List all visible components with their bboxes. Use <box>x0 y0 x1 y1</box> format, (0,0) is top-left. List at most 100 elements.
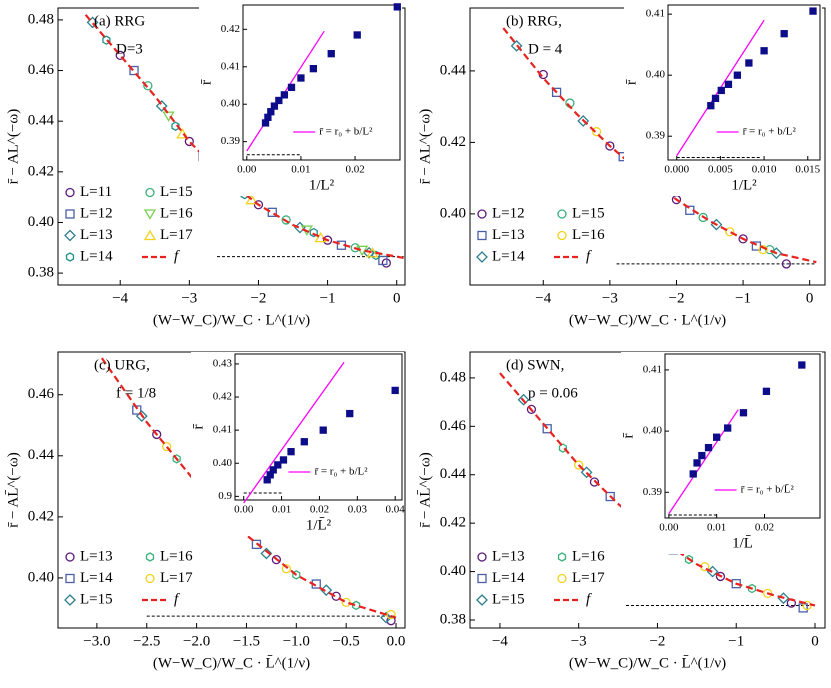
data-point <box>143 81 153 91</box>
data-point <box>263 476 271 484</box>
legend-label: f <box>586 248 592 264</box>
y-tick-label: 0.44 <box>440 62 467 78</box>
inset: 0.00 0.01 0.02 0.03 0.04 0.9 0.40 0.41 0.42 0.43 1… <box>190 352 405 536</box>
inset-x-label: 1/L² <box>309 177 335 193</box>
legend-label: L=14 <box>492 248 525 264</box>
y-tick-label: 0.42 <box>28 163 54 179</box>
data-point <box>260 547 273 560</box>
legend-label: L=14 <box>492 570 525 586</box>
x-tick-label: −3.0 <box>83 633 110 649</box>
inset-frame <box>234 353 403 501</box>
x-tick-label: −0.5 <box>333 633 360 649</box>
inset-y-tick-label: 0.41 <box>643 363 662 375</box>
y-tick-label: 0.40 <box>28 569 54 585</box>
panel-title: (b) RRG, <box>506 13 562 29</box>
data-point <box>731 579 741 589</box>
legend-swatch <box>145 187 155 198</box>
data-point <box>152 429 162 440</box>
data-point <box>353 31 361 39</box>
data-point <box>327 50 335 58</box>
data-point <box>510 39 523 52</box>
legend-label: L=15 <box>160 184 193 200</box>
x-tick-label: −4 <box>492 633 508 649</box>
data-point <box>689 470 697 478</box>
x-tick-label: −3 <box>181 290 197 306</box>
inset-frame <box>667 4 821 161</box>
data-point <box>253 200 264 210</box>
data-point <box>739 409 748 417</box>
data-point <box>551 87 562 98</box>
legend-label: f <box>586 591 592 607</box>
inset-y-tick-label: 0.42 <box>221 23 240 35</box>
inset-y-label: r̄ <box>620 432 636 438</box>
data-point <box>378 255 388 266</box>
data-point <box>102 35 111 45</box>
data-point <box>155 100 168 112</box>
inset-y-tick-label: 0.43 <box>213 357 233 369</box>
inset-legend-label: r̄ = r₀ + b/L² <box>314 466 368 478</box>
data-point <box>577 115 590 127</box>
legend-swatch <box>65 252 75 262</box>
inset-y-tick-label: 0.40 <box>646 69 666 81</box>
inset-frame <box>664 353 821 519</box>
inset-fit-line <box>243 361 345 504</box>
panel-title: (d) SWN, <box>506 357 564 373</box>
data-point <box>707 102 715 110</box>
inset-x-tick-label: 0.005 <box>708 164 733 176</box>
data-point <box>738 234 748 244</box>
data-point <box>781 259 792 269</box>
y-tick-label: 0.48 <box>28 11 54 27</box>
inset-legend-label: r̄ = r₀ + b/L̄² <box>741 483 795 495</box>
legend-label: L=13 <box>80 227 113 243</box>
legend-label: L=14 <box>80 570 113 586</box>
x-axis-label: (W−W_C)/W_C · L^(1/ν) <box>569 312 726 328</box>
data-point <box>281 215 291 225</box>
inset-x-tick-label: 0.02 <box>755 522 774 534</box>
data-point <box>341 597 351 608</box>
legend-label: L=14 <box>80 248 113 264</box>
inset-x-tick-label: 0.02 <box>345 164 364 176</box>
inset-x-tick-label: 0.01 <box>272 504 291 516</box>
legend-label: L=16 <box>572 548 605 564</box>
data-point <box>580 466 593 479</box>
data-point <box>798 361 806 369</box>
y-axis-label: r̄ − AL̄^(−ω) <box>5 452 21 527</box>
legend-label: L=15 <box>80 591 113 607</box>
data-point <box>715 571 726 582</box>
data-point <box>176 128 189 139</box>
legend-label: f <box>174 248 180 264</box>
data-point <box>393 3 401 11</box>
inset: 0.00 0.01 0.02 0.39 0.40 0.41 0.42 1/L² r̄ r̄ = r… <box>198 3 402 196</box>
data-point <box>391 386 399 395</box>
data-point <box>350 243 360 253</box>
inset-background <box>199 3 402 196</box>
legend-label: L=16 <box>160 548 193 564</box>
legend-label: f <box>174 591 180 607</box>
data-point <box>380 611 392 624</box>
inset-background <box>191 352 404 536</box>
data-point <box>517 393 530 406</box>
data-point <box>346 409 354 418</box>
legend-swatch <box>477 230 487 241</box>
inset-y-tick-label: 0.42 <box>213 391 232 403</box>
data-point <box>713 433 721 441</box>
x-tick-label: −4 <box>112 290 128 306</box>
inset-fit-line <box>246 30 325 152</box>
inset-y-tick-label: 0.40 <box>221 98 241 110</box>
legend-swatch <box>476 251 488 263</box>
inset-y-tick-label: 0.39 <box>646 130 666 142</box>
legend-label: L=11 <box>80 184 112 200</box>
legend-swatch <box>476 594 488 606</box>
x-tick-label: −2 <box>649 633 665 649</box>
data-point <box>733 71 742 79</box>
x-tick-label: 0.0 <box>387 633 406 649</box>
data-point <box>704 443 713 452</box>
x-tick-label: −2.5 <box>133 633 160 649</box>
inset-x-label: 1/L² <box>731 177 757 193</box>
data-point <box>760 47 768 55</box>
fit-line <box>100 357 397 619</box>
inset-y-label: r̄ <box>198 79 214 85</box>
x-axis-label: (W−W_C)/W_C · L̄^(1/ν) <box>153 655 310 671</box>
data-point <box>698 212 708 223</box>
data-point <box>309 227 318 238</box>
